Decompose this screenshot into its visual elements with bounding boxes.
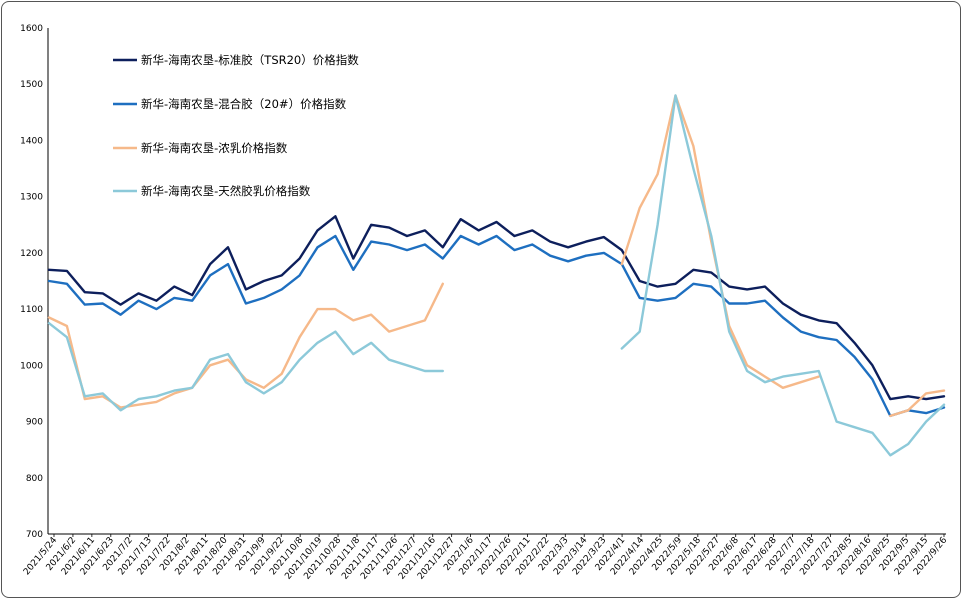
y-tick-label: 800 (26, 474, 43, 484)
x-axis-ticks: 2021/5/242021/6/22021/6/112021/6/232021/… (22, 534, 949, 582)
series-line-3-segment-2 (620, 94, 820, 389)
y-tick-label: 1400 (20, 136, 43, 146)
series-line-1 (47, 215, 946, 401)
y-tick-label: 1100 (20, 305, 43, 315)
y-tick-label: 1000 (20, 361, 43, 371)
legend: 新华-海南农垦-标准胶（TSR20）价格指数新华-海南农垦-混合胶（20#）价格… (113, 53, 359, 198)
series-lines (47, 94, 946, 457)
series-line-2 (47, 234, 946, 418)
legend-label-3: 新华-海南农垦-浓乳价格指数 (141, 141, 288, 155)
y-tick-label: 1300 (20, 193, 43, 203)
y-tick-label: 900 (26, 418, 43, 428)
y-axis-ticks: 700 800 900 1000 1100 1200 1300 1400 1500 1600 (20, 24, 43, 540)
series-line-4-segment-1 (47, 322, 444, 412)
legend-label-4: 新华-海南农垦-天然胶乳价格指数 (141, 184, 311, 198)
series-line-4-segment-2 (620, 94, 946, 457)
y-tick-label: 1200 (20, 249, 43, 259)
legend-label-2: 新华-海南农垦-混合胶（20#）价格指数 (141, 97, 347, 111)
y-tick-label: 700 (26, 530, 43, 540)
y-tick-label: 1500 (20, 80, 43, 90)
series-line-3-segment-3 (889, 389, 946, 418)
legend-label-1: 新华-海南农垦-标准胶（TSR20）价格指数 (141, 53, 359, 67)
y-tick-label: 1600 (20, 24, 43, 34)
